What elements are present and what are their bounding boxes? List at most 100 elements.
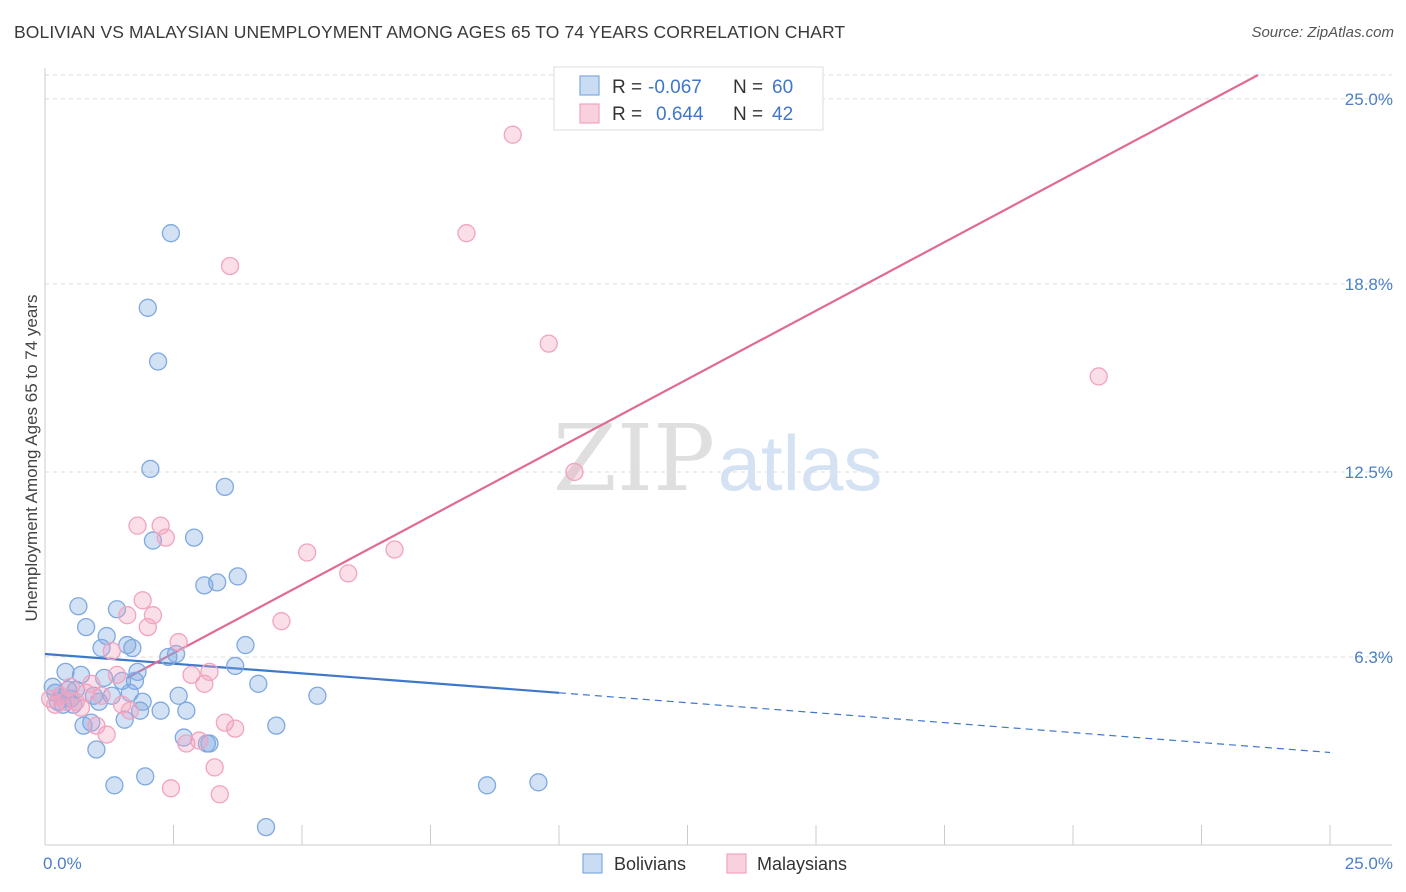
- bolivians-point-38: [151, 701, 170, 720]
- bolivians-point-35: [141, 459, 160, 479]
- legend-r-label-1: R =: [612, 77, 642, 98]
- trend-line-bolivians-extension: [558, 692, 1331, 754]
- bolivians-point-14: [82, 713, 101, 732]
- tick-labels: 6.3% 12.5% 18.8% 25.0% 0.0% 25.0%: [43, 90, 1393, 873]
- malaysians-point-34: [272, 612, 291, 631]
- malaysians-point-23: [161, 779, 181, 798]
- bolivians-point-34: [138, 298, 157, 317]
- malaysians-point-41: [565, 462, 584, 482]
- bolivians-point-57: [308, 686, 327, 705]
- malaysians-point-30: [205, 758, 224, 777]
- malaysians-point-15: [118, 606, 137, 625]
- watermark: ZIP atlas: [553, 405, 882, 512]
- bolivians-point-10: [69, 597, 88, 616]
- malaysians-point-8: [82, 674, 101, 693]
- malaysians-point-29: [200, 662, 219, 682]
- malaysians-point-31: [210, 785, 229, 804]
- malaysians-point-37: [385, 540, 404, 559]
- x-tick-label-1: 25.0%: [1345, 854, 1393, 873]
- malaysians-point-43: [220, 256, 240, 276]
- bolivians-point-58: [477, 776, 497, 795]
- bolivians-point-28: [123, 638, 142, 658]
- bolivians-point-48: [200, 734, 219, 753]
- malaysians-point-10: [92, 686, 111, 705]
- legend: R = -0.067 N = 60 R = 0.644 N = 42: [553, 66, 824, 131]
- bolivians-point-59: [529, 773, 548, 792]
- data-points: [40, 125, 1108, 837]
- bolivians-point-51: [226, 656, 245, 676]
- trend-line-malaysians: [126, 74, 1259, 679]
- y-axis-label: Unemployment Among Ages 65 to 74 years: [22, 295, 41, 622]
- malaysians-point-11: [97, 725, 116, 744]
- bolivians-point-50: [215, 477, 235, 497]
- malaysians-point-1: [46, 695, 65, 714]
- bolivians-point-40: [161, 224, 181, 243]
- bolivians-point-56: [267, 716, 286, 735]
- chart-title: BOLIVIAN VS MALAYSIAN UNEMPLOYMENT AMONG…: [14, 22, 846, 42]
- malaysians-point-27: [190, 731, 209, 750]
- legend-n-bolivians: 60: [772, 77, 793, 98]
- malaysians-point-16: [120, 701, 139, 720]
- malaysians-point-19: [138, 617, 157, 637]
- legend-r-label-2: R =: [612, 104, 642, 125]
- grid-lines: [45, 74, 1392, 658]
- malaysians-point-12: [102, 641, 121, 661]
- watermark-atlas: atlas: [718, 419, 883, 507]
- source-label: Source: ZipAtlas.com: [1251, 24, 1394, 41]
- legend-r-bolivians: -0.067: [648, 77, 702, 98]
- y-tick-label-2: 18.8%: [1345, 275, 1393, 294]
- legend-swatch-bolivians: [579, 75, 600, 96]
- legend-r-malaysians: 0.644: [656, 104, 704, 125]
- bolivians-point-13: [76, 617, 96, 637]
- malaysians-point-20: [143, 606, 163, 625]
- malaysians-point-38: [457, 224, 476, 243]
- malaysians-point-35: [297, 543, 317, 562]
- malaysians-point-42: [1089, 367, 1108, 386]
- watermark-zip: ZIP: [553, 405, 715, 512]
- bolivians-point-55: [256, 817, 276, 837]
- malaysians-point-28: [195, 674, 214, 693]
- bottom-legend-swatch-malaysians: [726, 853, 747, 874]
- bolivians-point-16: [87, 740, 106, 759]
- legend-swatch-malaysians: [579, 103, 600, 124]
- bottom-legend-swatch-bolivians: [582, 853, 603, 874]
- trend-line-bolivians: [44, 652, 560, 694]
- malaysians-point-24: [169, 632, 188, 652]
- legend-n-label-1: N =: [733, 77, 763, 98]
- y-tick-label-0: 6.3%: [1354, 648, 1393, 667]
- bolivians-point-45: [184, 528, 204, 547]
- bolivians-point-18: [92, 638, 111, 658]
- bottom-legend-bolivians: Bolivians: [614, 854, 686, 874]
- malaysians-point-18: [133, 591, 152, 610]
- bolivians-point-30: [128, 662, 147, 682]
- legend-n-malaysians: 42: [772, 104, 793, 125]
- malaysians-point-21: [151, 516, 170, 535]
- malaysians-point-39: [503, 125, 522, 144]
- malaysians-point-32: [215, 713, 235, 732]
- legend-n-label-2: N =: [733, 104, 763, 125]
- y-tick-label-1: 12.5%: [1345, 463, 1393, 482]
- malaysians-point-13: [107, 665, 127, 685]
- bolivians-point-25: [115, 710, 134, 729]
- series-malaysians: [40, 125, 1108, 804]
- bolivians-point-53: [236, 635, 255, 655]
- malaysians-point-17: [128, 516, 147, 535]
- malaysians-point-7: [76, 683, 96, 702]
- y-tick-label-3: 25.0%: [1345, 90, 1393, 109]
- trend-lines: [44, 74, 1331, 754]
- bolivians-point-49: [208, 573, 227, 592]
- bolivians-point-22: [105, 776, 124, 795]
- bolivians-point-52: [228, 567, 247, 586]
- bolivians-point-23: [107, 600, 127, 619]
- malaysians-point-26: [182, 665, 201, 685]
- bottom-legend-malaysians: Malaysians: [757, 854, 847, 874]
- bolivians-point-33: [136, 767, 155, 786]
- bolivians-point-32: [133, 692, 152, 711]
- bolivians-point-42: [169, 686, 188, 705]
- bolivians-point-37: [148, 352, 168, 371]
- series-legend: Bolivians Malaysians: [582, 853, 847, 874]
- axes: [44, 68, 1392, 846]
- malaysians-point-36: [339, 564, 358, 583]
- bolivians-point-54: [249, 674, 268, 693]
